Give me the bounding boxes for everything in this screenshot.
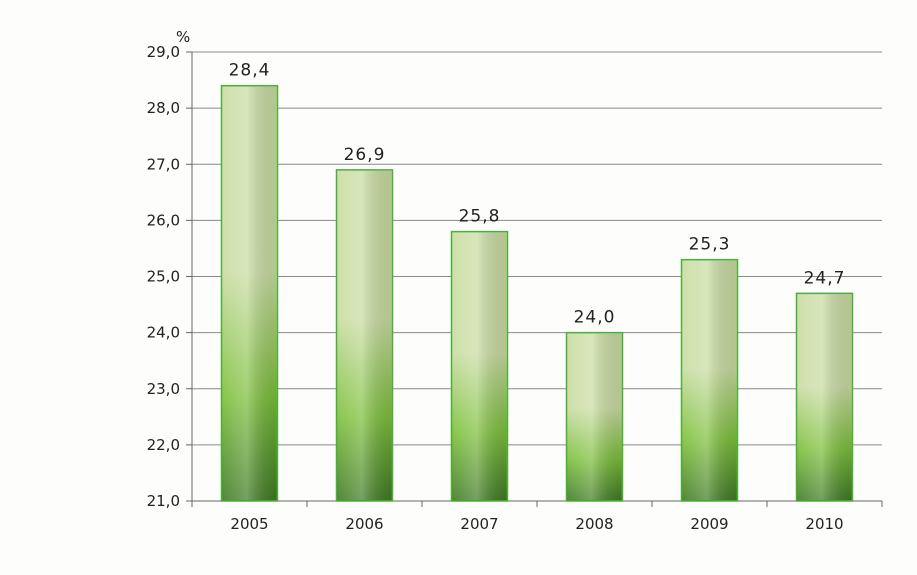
- bars: [220, 84, 854, 502]
- bar-shine: [452, 232, 507, 500]
- bar-shine: [797, 294, 852, 500]
- data-label: 24,0: [574, 308, 616, 328]
- y-axis-unit-label: %: [176, 28, 190, 46]
- x-tick-label: 2009: [690, 515, 728, 533]
- bar-shine: [567, 333, 622, 500]
- data-label: 25,8: [459, 207, 501, 227]
- axes: [186, 51, 883, 507]
- gridlines: [192, 51, 882, 446]
- data-label: 24,7: [804, 268, 846, 288]
- data-label: 25,3: [689, 235, 731, 255]
- y-tick-label: 22,0: [147, 436, 180, 454]
- bar-shine: [222, 86, 277, 501]
- bar-shine: [682, 260, 737, 500]
- labels: 21,0 22,0 23,0 24,0 25,0 26,0 27,0 28,0 29,0 28,4…: [147, 43, 846, 533]
- y-tick-label: 21,0: [147, 492, 180, 510]
- y-tick-label: 24,0: [147, 324, 180, 342]
- y-tick-label: 25,0: [147, 268, 180, 286]
- data-label: 26,9: [344, 145, 386, 165]
- bar-shine: [337, 170, 392, 501]
- data-label: 28,4: [229, 61, 271, 81]
- y-tick-label: 27,0: [147, 155, 180, 173]
- x-tick-label: 2007: [460, 515, 498, 533]
- x-tick-label: 2006: [345, 515, 383, 533]
- y-tick-label: 29,0: [147, 43, 180, 61]
- y-tick-label: 23,0: [147, 380, 180, 398]
- x-tick-label: 2008: [575, 515, 613, 533]
- y-tick-label: 26,0: [147, 211, 180, 229]
- x-tick-label: 2005: [230, 515, 268, 533]
- y-tick-label: 28,0: [147, 99, 180, 117]
- x-tick-label: 2010: [805, 515, 843, 533]
